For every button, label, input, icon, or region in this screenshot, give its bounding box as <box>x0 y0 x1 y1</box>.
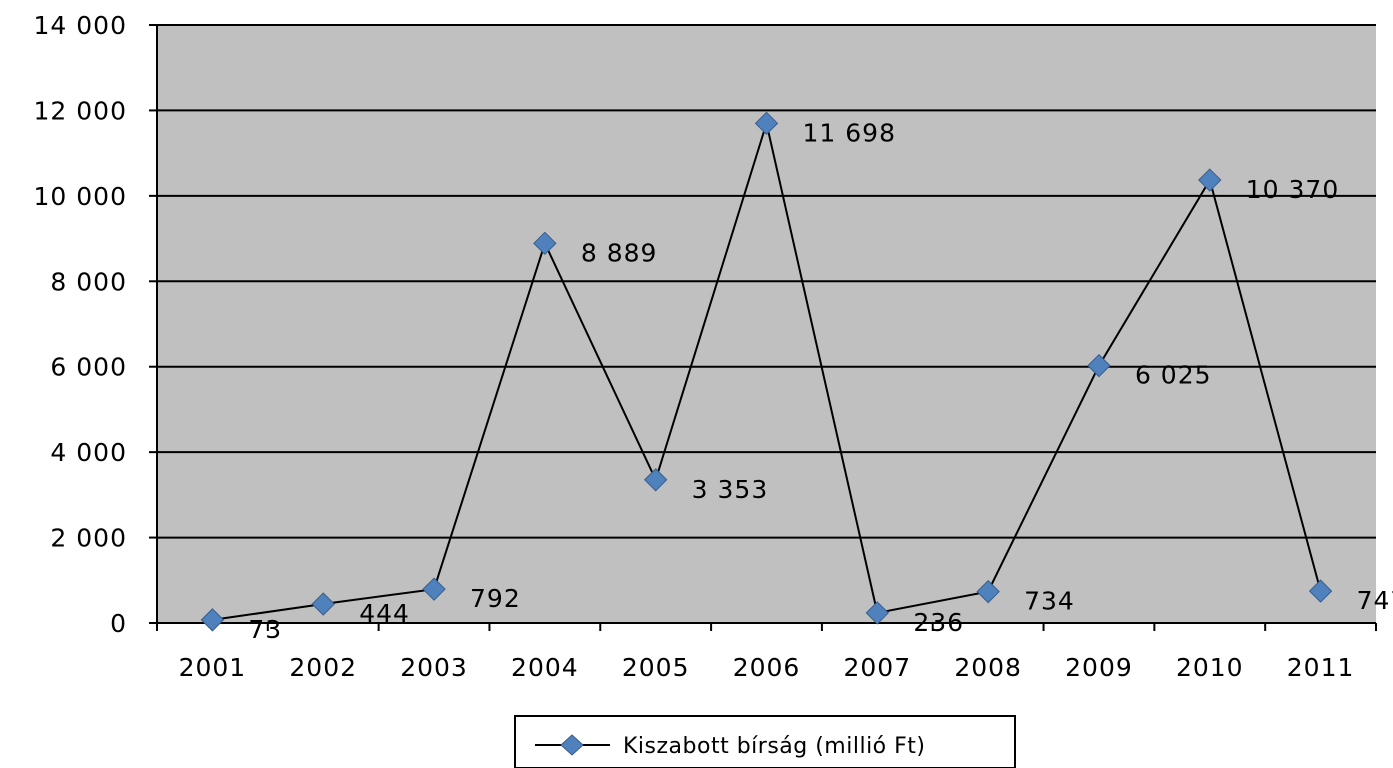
x-tick-label: 2007 <box>844 653 912 682</box>
data-point <box>865 601 890 625</box>
data-label: 747 <box>1357 586 1393 615</box>
data-point <box>754 111 779 136</box>
data-point <box>422 577 446 601</box>
x-tick-label: 2005 <box>622 653 690 682</box>
y-tick-label: 4 000 <box>50 438 127 467</box>
y-tick-label: 2 000 <box>50 524 127 553</box>
x-tick-label: 2008 <box>954 653 1022 682</box>
x-tick-label: 2001 <box>179 653 247 682</box>
legend-label: Kiszabott bírság (millió Ft) <box>623 734 926 759</box>
x-tick-label: 2004 <box>511 653 579 682</box>
x-tick-label: 2011 <box>1287 653 1355 682</box>
gridlines <box>157 24 1376 539</box>
y-tick-label: 0 <box>110 609 127 638</box>
x-tick-label: 2010 <box>1176 653 1244 682</box>
y-tick-label: 10 000 <box>34 182 127 211</box>
x-tick-labels: 2001 2002 2003 2004 2005 2006 2007 2008 2009 2010… <box>179 653 1355 682</box>
data-point <box>976 579 1000 604</box>
data-point <box>1308 579 1333 603</box>
data-point <box>1087 353 1111 378</box>
data-label: 444 <box>359 599 410 628</box>
data-label: 8 889 <box>581 238 658 267</box>
y-tick-label: 6 000 <box>50 353 127 382</box>
x-tick-label: 2009 <box>1065 653 1133 682</box>
data-label: 6 025 <box>1135 361 1212 390</box>
legend: Kiszabott bírság (millió Ft) <box>514 715 1016 768</box>
data-label: 73 <box>248 615 282 644</box>
data-labels: 73 444 792 8 889 3 353 11 698 236 734 6 025 10 37… <box>248 118 1393 644</box>
y-tick-label: 8 000 <box>50 267 127 296</box>
data-label: 3 353 <box>692 475 769 504</box>
axis-ticks <box>149 24 1377 631</box>
legend-diamond-icon <box>560 734 584 756</box>
data-label: 11 698 <box>803 118 896 147</box>
data-point <box>643 468 668 492</box>
x-tick-label: 2006 <box>733 653 801 682</box>
legend-box <box>514 715 1016 768</box>
data-point <box>1198 168 1222 192</box>
x-tick-label: 2002 <box>289 653 357 682</box>
y-tick-label: 14 000 <box>34 11 127 40</box>
data-label: 792 <box>470 584 521 613</box>
data-point <box>533 231 557 256</box>
data-markers <box>200 111 1333 632</box>
data-label: 10 370 <box>1246 175 1339 204</box>
x-tick-label: 2003 <box>400 653 468 682</box>
y-tick-label: 12 000 <box>34 96 127 125</box>
data-point <box>311 592 335 616</box>
data-label: 236 <box>913 608 964 637</box>
data-label: 734 <box>1024 587 1075 616</box>
y-tick-labels: 0 2 000 4 000 6 000 8 000 10 000 12 000 14 000 <box>34 11 127 638</box>
data-point <box>200 608 225 632</box>
